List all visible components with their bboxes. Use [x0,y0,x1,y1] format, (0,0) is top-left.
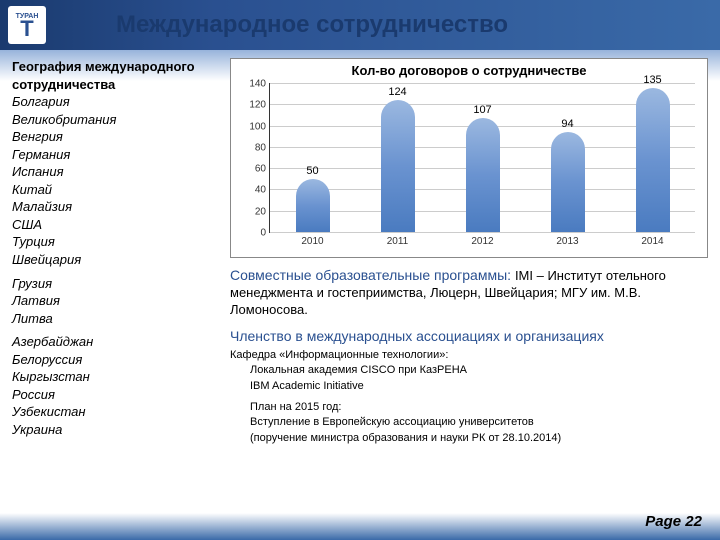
dept-line: Кафедра «Информационные технологии»: [230,348,708,363]
country-item: Великобритания [12,111,222,129]
country-item: Испания [12,163,222,181]
country-item: Швейцария [12,251,222,269]
page-number: Page 22 [645,513,702,530]
country-item: США [12,216,222,234]
y-axis-label: 80 [255,142,266,153]
right-column: Кол-во договоров о сотрудничестве 0 20 40 6… [222,58,708,490]
plan-item: (поручение министра образования и науки … [250,431,708,446]
logo-letter: T [20,20,33,38]
y-axis-label: 40 [255,185,266,196]
bar-value-label: 94 [561,118,573,130]
page-title: Международное сотрудничество [116,11,508,39]
geo-subtitle-1: География международного [12,58,222,76]
plan-item: Вступление в Европейскую ассоциацию унив… [250,415,708,430]
grid-line: 140 [270,83,695,84]
chart-bar: 124 [381,100,415,232]
bar-value-label: 50 [306,165,318,177]
x-axis-label: 2014 [641,236,663,247]
left-column: География международного сотрудничества … [12,58,222,490]
programs-block: Совместные образовательные программы: IM… [230,266,708,319]
chart-plot-area: 0204060801001201405020101242011107201294… [269,83,695,233]
chart-bar: 135 [636,88,670,232]
country-item: Азербайджан [12,333,222,351]
country-item: Грузия [12,275,222,293]
country-item: Китай [12,181,222,199]
country-group-3: АзербайджанБелоруссияКыргызстанРоссияУзб… [12,333,222,438]
logo: ТУРАН T [8,6,46,44]
plan-title: План на 2015 год: [250,400,708,415]
country-item: Латвия [12,292,222,310]
country-item: Узбекистан [12,403,222,421]
country-group-2: ГрузияЛатвияЛитва [12,275,222,328]
bar-value-label: 107 [473,104,491,116]
header-bar: ТУРАН T Международное сотрудничество [0,0,720,50]
membership-block: Членство в международных ассоциациях и о… [230,327,708,447]
country-item: Венгрия [12,128,222,146]
country-group-1: БолгарияВеликобританияВенгрияГерманияИсп… [12,93,222,268]
country-item: Белоруссия [12,351,222,369]
country-item: Россия [12,386,222,404]
country-item: Кыргызстан [12,368,222,386]
bar-value-label: 135 [643,74,661,86]
membership-title: Членство в международных ассоциациях и о… [230,327,708,345]
y-axis-label: 0 [260,228,266,239]
country-item: Болгария [12,93,222,111]
dept-item: Локальная академия CISCO при КазРЕНА [250,363,708,378]
contracts-chart: Кол-во договоров о сотрудничестве 0 20 40 6… [230,58,708,258]
y-axis-label: 120 [249,100,266,111]
x-axis-label: 2013 [556,236,578,247]
country-item: Украина [12,421,222,439]
grid-line: 0 [270,232,695,233]
geo-subtitle-2: сотрудничества [12,76,222,94]
y-axis-label: 20 [255,206,266,217]
y-axis-label: 140 [249,79,266,90]
country-item: Литва [12,310,222,328]
chart-bar: 50 [296,179,330,232]
chart-title: Кол-во договоров о сотрудничестве [231,59,707,78]
dept-item: IBM Academic Initiative [250,379,708,394]
chart-bar: 107 [466,118,500,232]
x-axis-label: 2011 [387,236,409,247]
country-item: Германия [12,146,222,164]
y-axis-label: 60 [255,164,266,175]
chart-bar: 94 [551,132,585,232]
bar-value-label: 124 [388,86,406,98]
country-item: Малайзия [12,198,222,216]
x-axis-label: 2010 [301,236,323,247]
programs-label: Совместные образовательные программы: [230,267,515,283]
content: География международного сотрудничества … [0,50,720,490]
country-item: Турция [12,233,222,251]
x-axis-label: 2012 [471,236,493,247]
y-axis-label: 100 [249,121,266,132]
